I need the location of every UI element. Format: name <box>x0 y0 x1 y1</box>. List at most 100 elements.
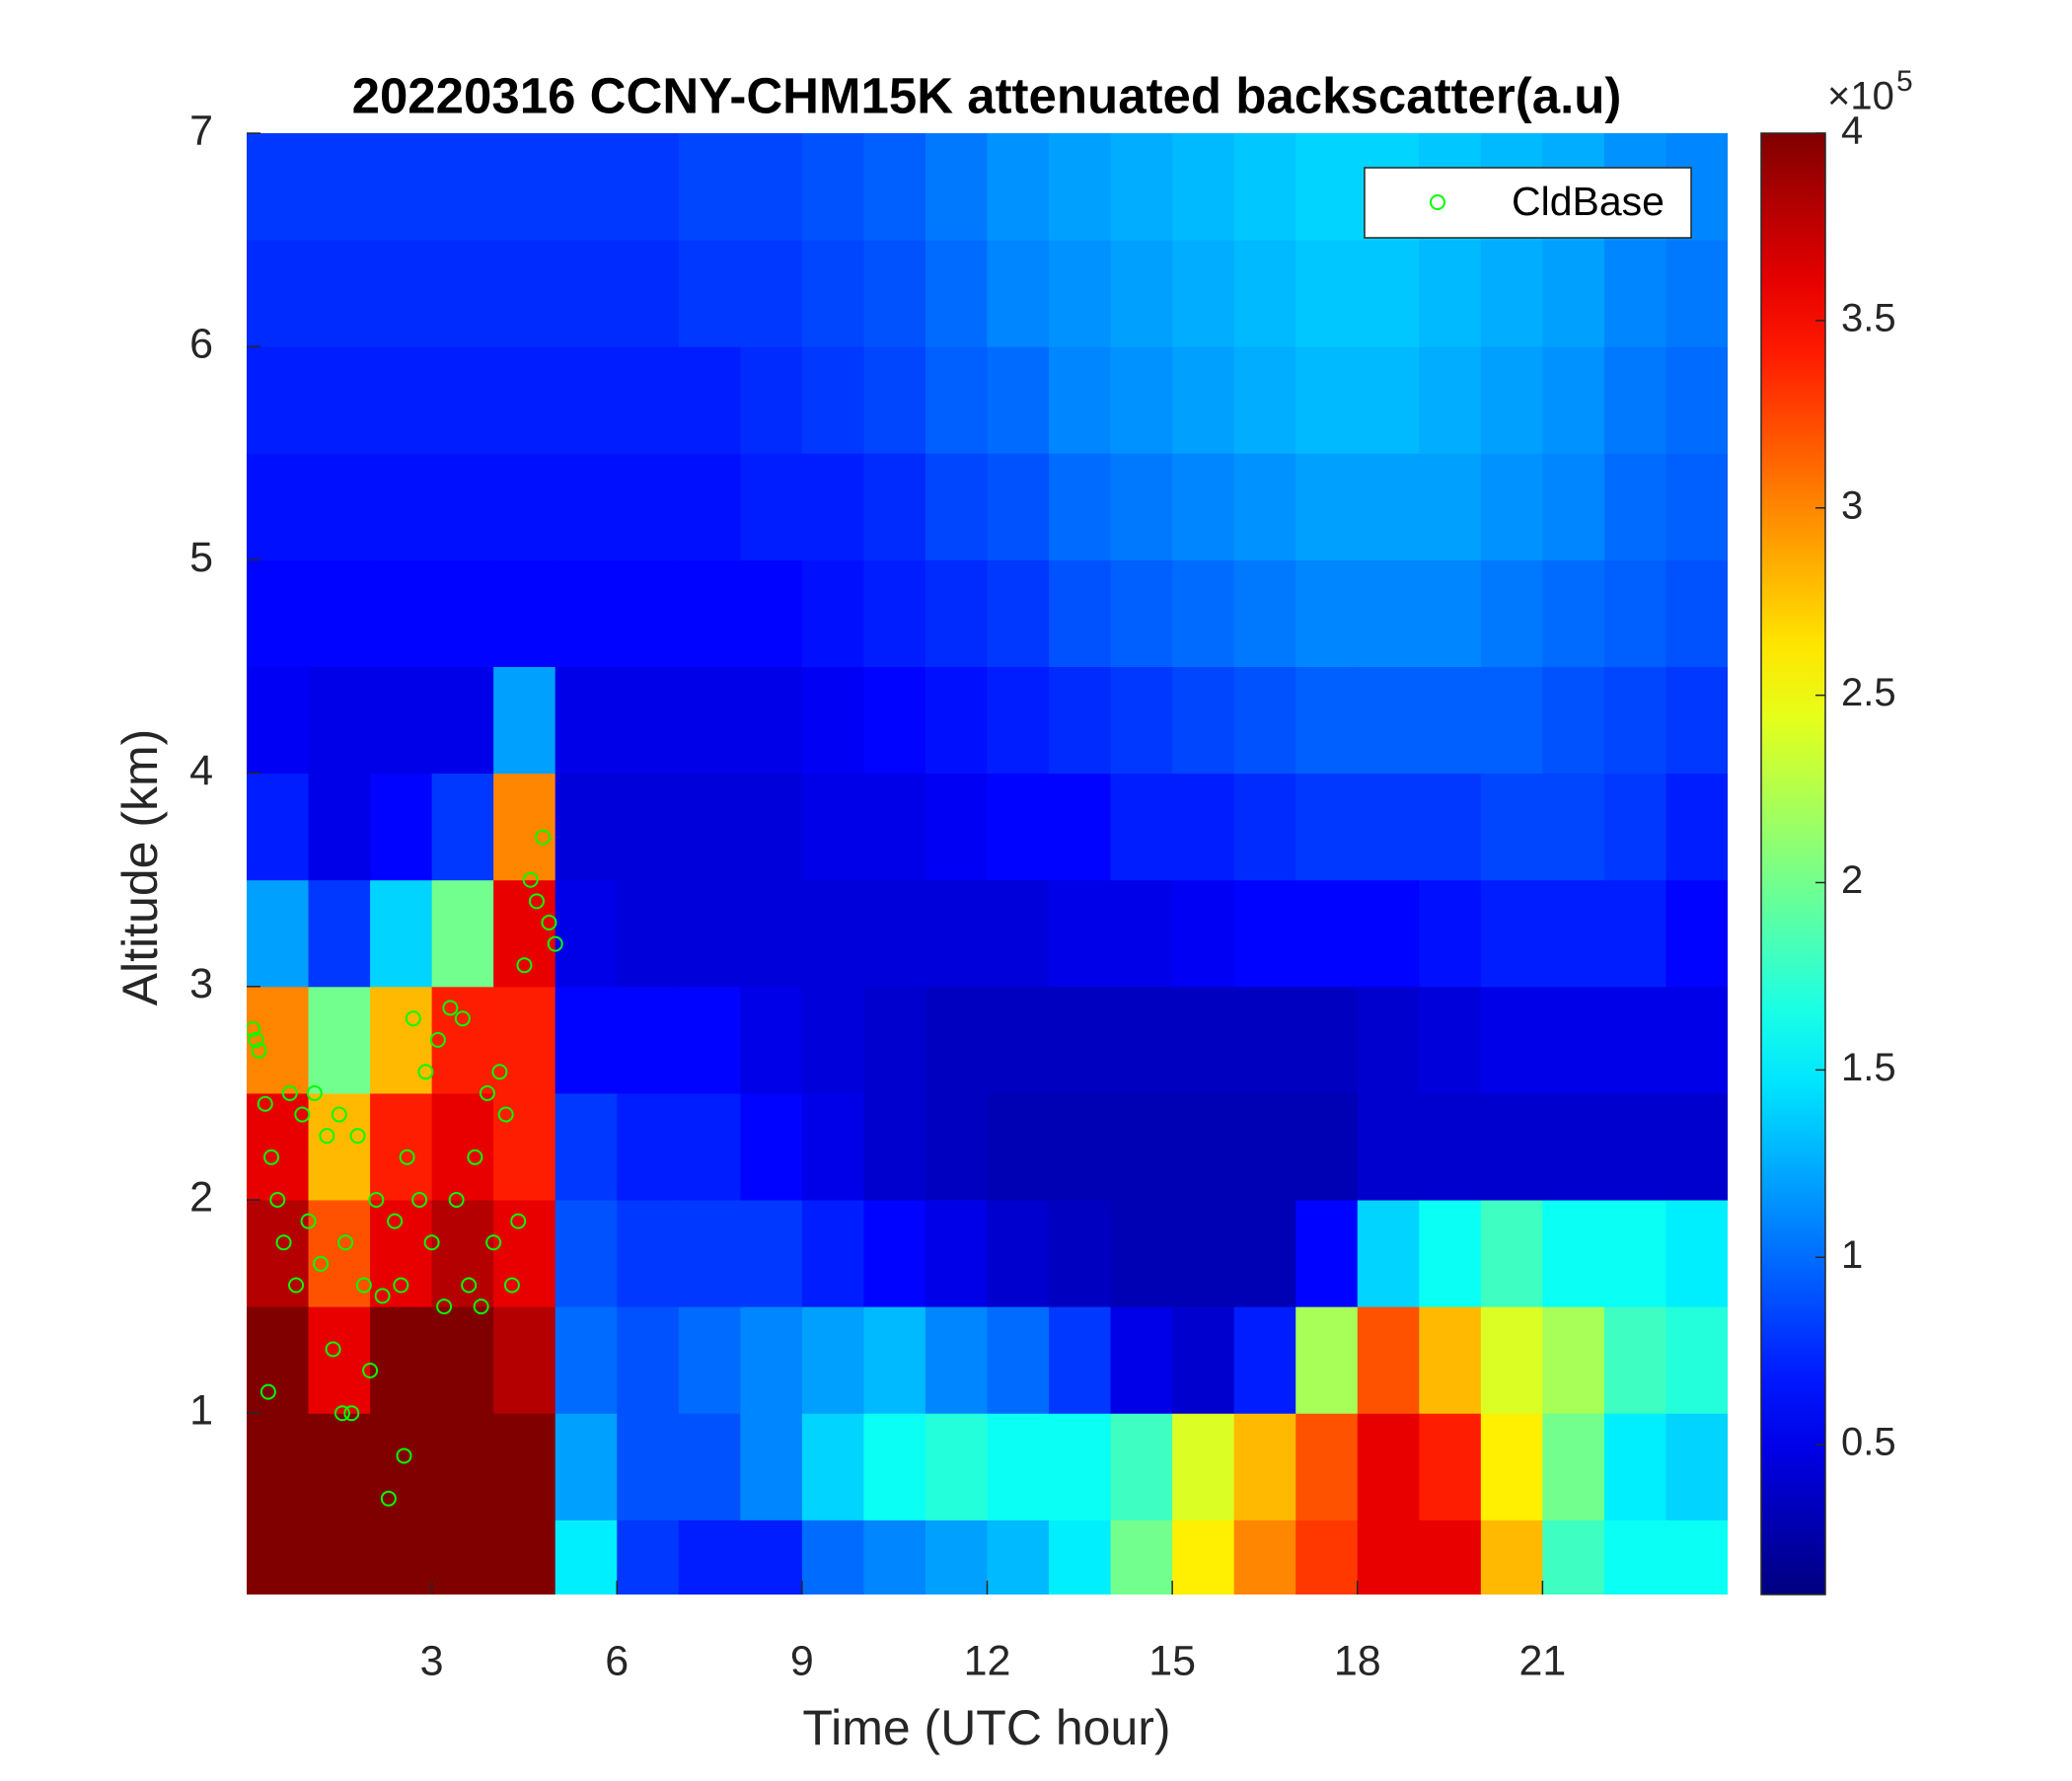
heatmap-cell <box>308 346 371 454</box>
heatmap-cell <box>1480 559 1543 668</box>
heatmap-cell <box>1419 346 1482 454</box>
heatmap-cell <box>1295 773 1359 881</box>
heatmap-cell <box>555 879 618 988</box>
heatmap-cell <box>555 559 618 668</box>
heatmap-cell <box>247 879 310 988</box>
y-tick-label: 1 <box>189 1387 213 1435</box>
scatter-point <box>281 1084 298 1101</box>
colorbar-multiplier: ×10 <box>1827 75 1894 118</box>
colorbar-exponent: 5 <box>1896 65 1913 98</box>
heatmap-cell <box>987 559 1050 668</box>
heatmap-cell <box>740 453 803 560</box>
heatmap-cell <box>431 666 494 775</box>
heatmap-cell <box>678 666 741 775</box>
scatter-point <box>516 957 533 974</box>
heatmap-cell <box>1110 346 1173 454</box>
heatmap <box>247 133 1728 1595</box>
heatmap-cell <box>555 666 618 775</box>
scatter-point <box>387 1213 404 1229</box>
heatmap-cell <box>1172 559 1235 668</box>
heatmap-cell <box>987 453 1050 560</box>
heatmap-cell <box>925 133 988 241</box>
heatmap-cell <box>1542 559 1605 668</box>
heatmap-cell <box>370 346 433 454</box>
heatmap-cell <box>925 346 988 454</box>
heatmap-cell <box>1665 879 1728 988</box>
heatmap-cell <box>1110 879 1173 988</box>
heatmap-cell <box>987 1306 1050 1414</box>
heatmap-cell <box>1480 1413 1543 1521</box>
heatmap-cell <box>1295 559 1359 668</box>
heatmap-cell <box>1357 1520 1420 1595</box>
heatmap-cell <box>1665 1413 1728 1521</box>
heatmap-cell <box>1172 1306 1235 1414</box>
y-tick-label: 7 <box>189 107 213 154</box>
x-tick-label: 21 <box>1518 1637 1566 1684</box>
heatmap-cell <box>1172 346 1235 454</box>
heatmap-cell <box>1419 240 1482 347</box>
heatmap-cell <box>1357 240 1420 347</box>
scatter-point <box>247 1021 261 1038</box>
heatmap-cell <box>1233 1520 1296 1595</box>
heatmap-cell <box>801 346 864 454</box>
scatter-point <box>454 1010 471 1027</box>
heatmap-cell <box>1603 453 1666 560</box>
scatter-point <box>396 1447 412 1464</box>
heatmap-cell <box>617 1520 680 1595</box>
heatmap-cell <box>925 1200 988 1307</box>
heatmap-cell <box>247 1520 310 1595</box>
heatmap-cell <box>1480 1306 1543 1414</box>
heatmap-cell <box>987 666 1050 775</box>
heatmap-cell <box>801 879 864 988</box>
heatmap-cell <box>1172 1520 1235 1595</box>
heatmap-cell <box>1295 1520 1359 1595</box>
heatmap-cell <box>431 879 494 988</box>
heatmap-cell <box>1110 1200 1173 1307</box>
heatmap-cell <box>740 346 803 454</box>
scatter-series <box>247 829 563 1507</box>
heatmap-cell <box>308 1413 371 1521</box>
scatter-point <box>547 935 563 952</box>
heatmap-cell <box>493 559 556 668</box>
scatter-point <box>528 893 545 910</box>
heatmap-cell <box>247 559 310 668</box>
heatmap-cell <box>370 1200 433 1307</box>
heatmap-cell <box>1233 986 1296 1094</box>
colorbar-tick-label: 0.5 <box>1841 1421 1896 1464</box>
heatmap-cell <box>1049 879 1112 988</box>
heatmap-cell <box>555 133 618 241</box>
heatmap-cell <box>1419 879 1482 988</box>
heatmap-cell <box>1172 1413 1235 1521</box>
heatmap-cell <box>308 1520 371 1595</box>
heatmap-cell <box>678 773 741 881</box>
heatmap-cell <box>1295 240 1359 347</box>
heatmap-cell <box>987 1520 1050 1595</box>
scatter-point <box>497 1106 514 1123</box>
heatmap-cell <box>987 986 1050 1094</box>
heatmap-cell <box>801 773 864 881</box>
heatmap-cell <box>863 1413 926 1521</box>
heatmap-cell <box>1542 1092 1605 1201</box>
heatmap-cell <box>1357 666 1420 775</box>
heatmap-cell <box>493 1413 556 1521</box>
heatmap-cell <box>1110 559 1173 668</box>
heatmap-cell <box>617 133 680 241</box>
heatmap-cell <box>863 666 926 775</box>
heatmap-cell <box>925 1092 988 1201</box>
heatmap-cell <box>1542 1200 1605 1307</box>
heatmap-cell <box>1233 1306 1296 1414</box>
heatmap-cell <box>987 240 1050 347</box>
heatmap-cell <box>801 986 864 1094</box>
heatmap-cell <box>863 1200 926 1307</box>
heatmap-cell <box>493 240 556 347</box>
heatmap-cell <box>370 986 433 1094</box>
heatmap-cell <box>617 879 680 988</box>
colorbar-tick-label: 2.5 <box>1841 671 1896 714</box>
scatter-point <box>510 1213 527 1229</box>
scatter-point <box>473 1299 489 1315</box>
heatmap-cell <box>863 773 926 881</box>
heatmap-cell <box>617 1200 680 1307</box>
heatmap-cell <box>1295 1306 1359 1414</box>
heatmap-cell <box>1110 133 1173 241</box>
